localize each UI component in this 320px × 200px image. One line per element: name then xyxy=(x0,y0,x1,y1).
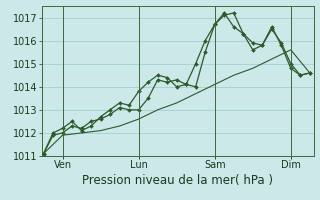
X-axis label: Pression niveau de la mer( hPa ): Pression niveau de la mer( hPa ) xyxy=(82,174,273,187)
